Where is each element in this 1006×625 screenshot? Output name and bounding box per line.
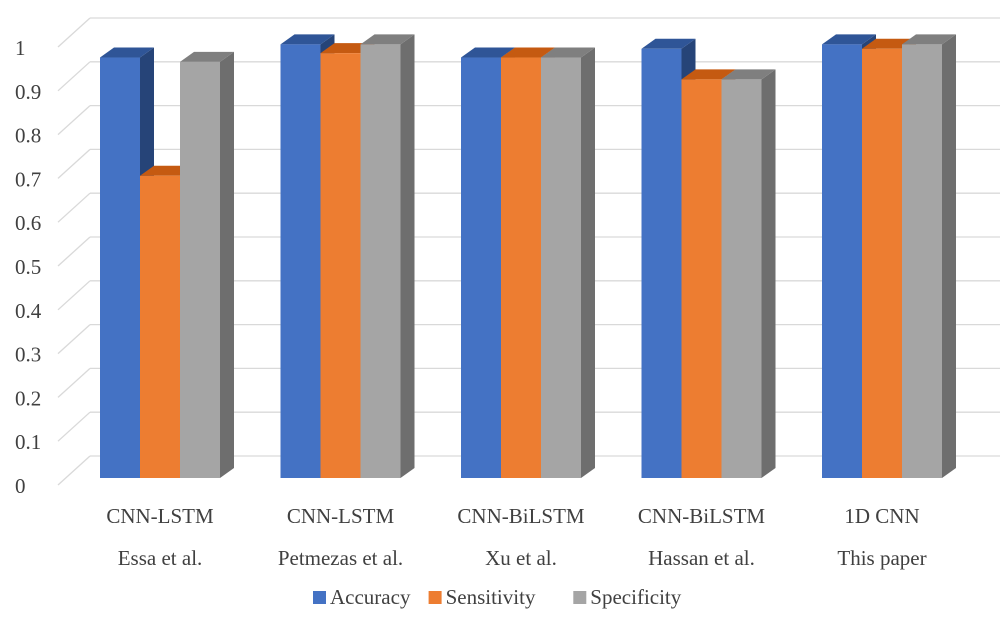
y-tick-label: 0.2	[15, 386, 41, 410]
gridline-side-9	[57, 61, 91, 92]
bar-specificity-0	[180, 51, 234, 479]
gridline-side-10	[57, 17, 91, 48]
bar-specificity-2	[541, 47, 595, 479]
y-tick-label: 0.7	[15, 167, 41, 191]
y-axis-ticks: 0 0.1 0.2 0.3 0.4 0.5 0.6 0.7 0.8 0.9 1	[15, 36, 42, 498]
x-tick-label: CNN-LSTM	[287, 504, 395, 528]
y-tick-label: 0.9	[15, 80, 41, 104]
bar-specificity-4	[902, 34, 956, 478]
gridline-side-7	[57, 148, 91, 179]
gridline-side-5	[57, 236, 91, 267]
legend-swatch	[313, 591, 326, 604]
legend-swatch	[573, 591, 587, 604]
legend-item-sensitivity: Sensitivity	[428, 585, 536, 609]
y-tick-label: 0.5	[15, 255, 41, 279]
y-tick-label: 0.8	[15, 124, 41, 148]
legend: Accuracy Sensitivity Specificity	[313, 585, 682, 609]
y-tick-label: 0.3	[15, 343, 41, 367]
x-axis-ticks: CNN-LSTM Essa et al. CNN-LSTM Petmezas et a…	[106, 504, 926, 570]
y-tick-label: 0	[15, 474, 26, 498]
legend-label: Sensitivity	[446, 585, 536, 609]
x-tick-label: CNN-BiLSTM	[638, 504, 766, 528]
x-tick-label: Hassan et al.	[648, 546, 755, 570]
x-tick-label: Xu et al.	[485, 546, 557, 570]
gridline-side-0	[57, 455, 91, 486]
y-tick-label: 0.1	[15, 430, 41, 454]
x-tick-label: This paper	[837, 546, 926, 570]
bar-specificity-3	[721, 69, 776, 479]
gridline-side-2	[57, 367, 91, 398]
y-tick-label: 0.4	[15, 299, 42, 323]
x-tick-label: CNN-BiLSTM	[457, 504, 585, 528]
legend-swatch	[428, 591, 442, 604]
x-tick-label: CNN-LSTM	[106, 504, 214, 528]
bars	[100, 34, 956, 479]
legend-item-specificity: Specificity	[573, 585, 682, 609]
gridline-side-6	[57, 192, 91, 223]
legend-label: Accuracy	[330, 585, 411, 609]
y-tick-label: 0.6	[15, 211, 41, 235]
gridline-side-8	[57, 105, 91, 136]
gridline-side-4	[57, 280, 91, 311]
legend-label: Specificity	[590, 585, 681, 609]
bar-specificity-1	[360, 34, 415, 478]
x-tick-label: Essa et al.	[118, 546, 203, 570]
x-tick-label: 1D CNN	[844, 504, 919, 528]
y-tick-label: 1	[15, 36, 26, 60]
gridline-side-1	[57, 411, 91, 442]
x-tick-label: Petmezas et al.	[278, 546, 403, 570]
gridline-side-3	[57, 324, 91, 355]
legend-item-accuracy: Accuracy	[313, 585, 411, 609]
